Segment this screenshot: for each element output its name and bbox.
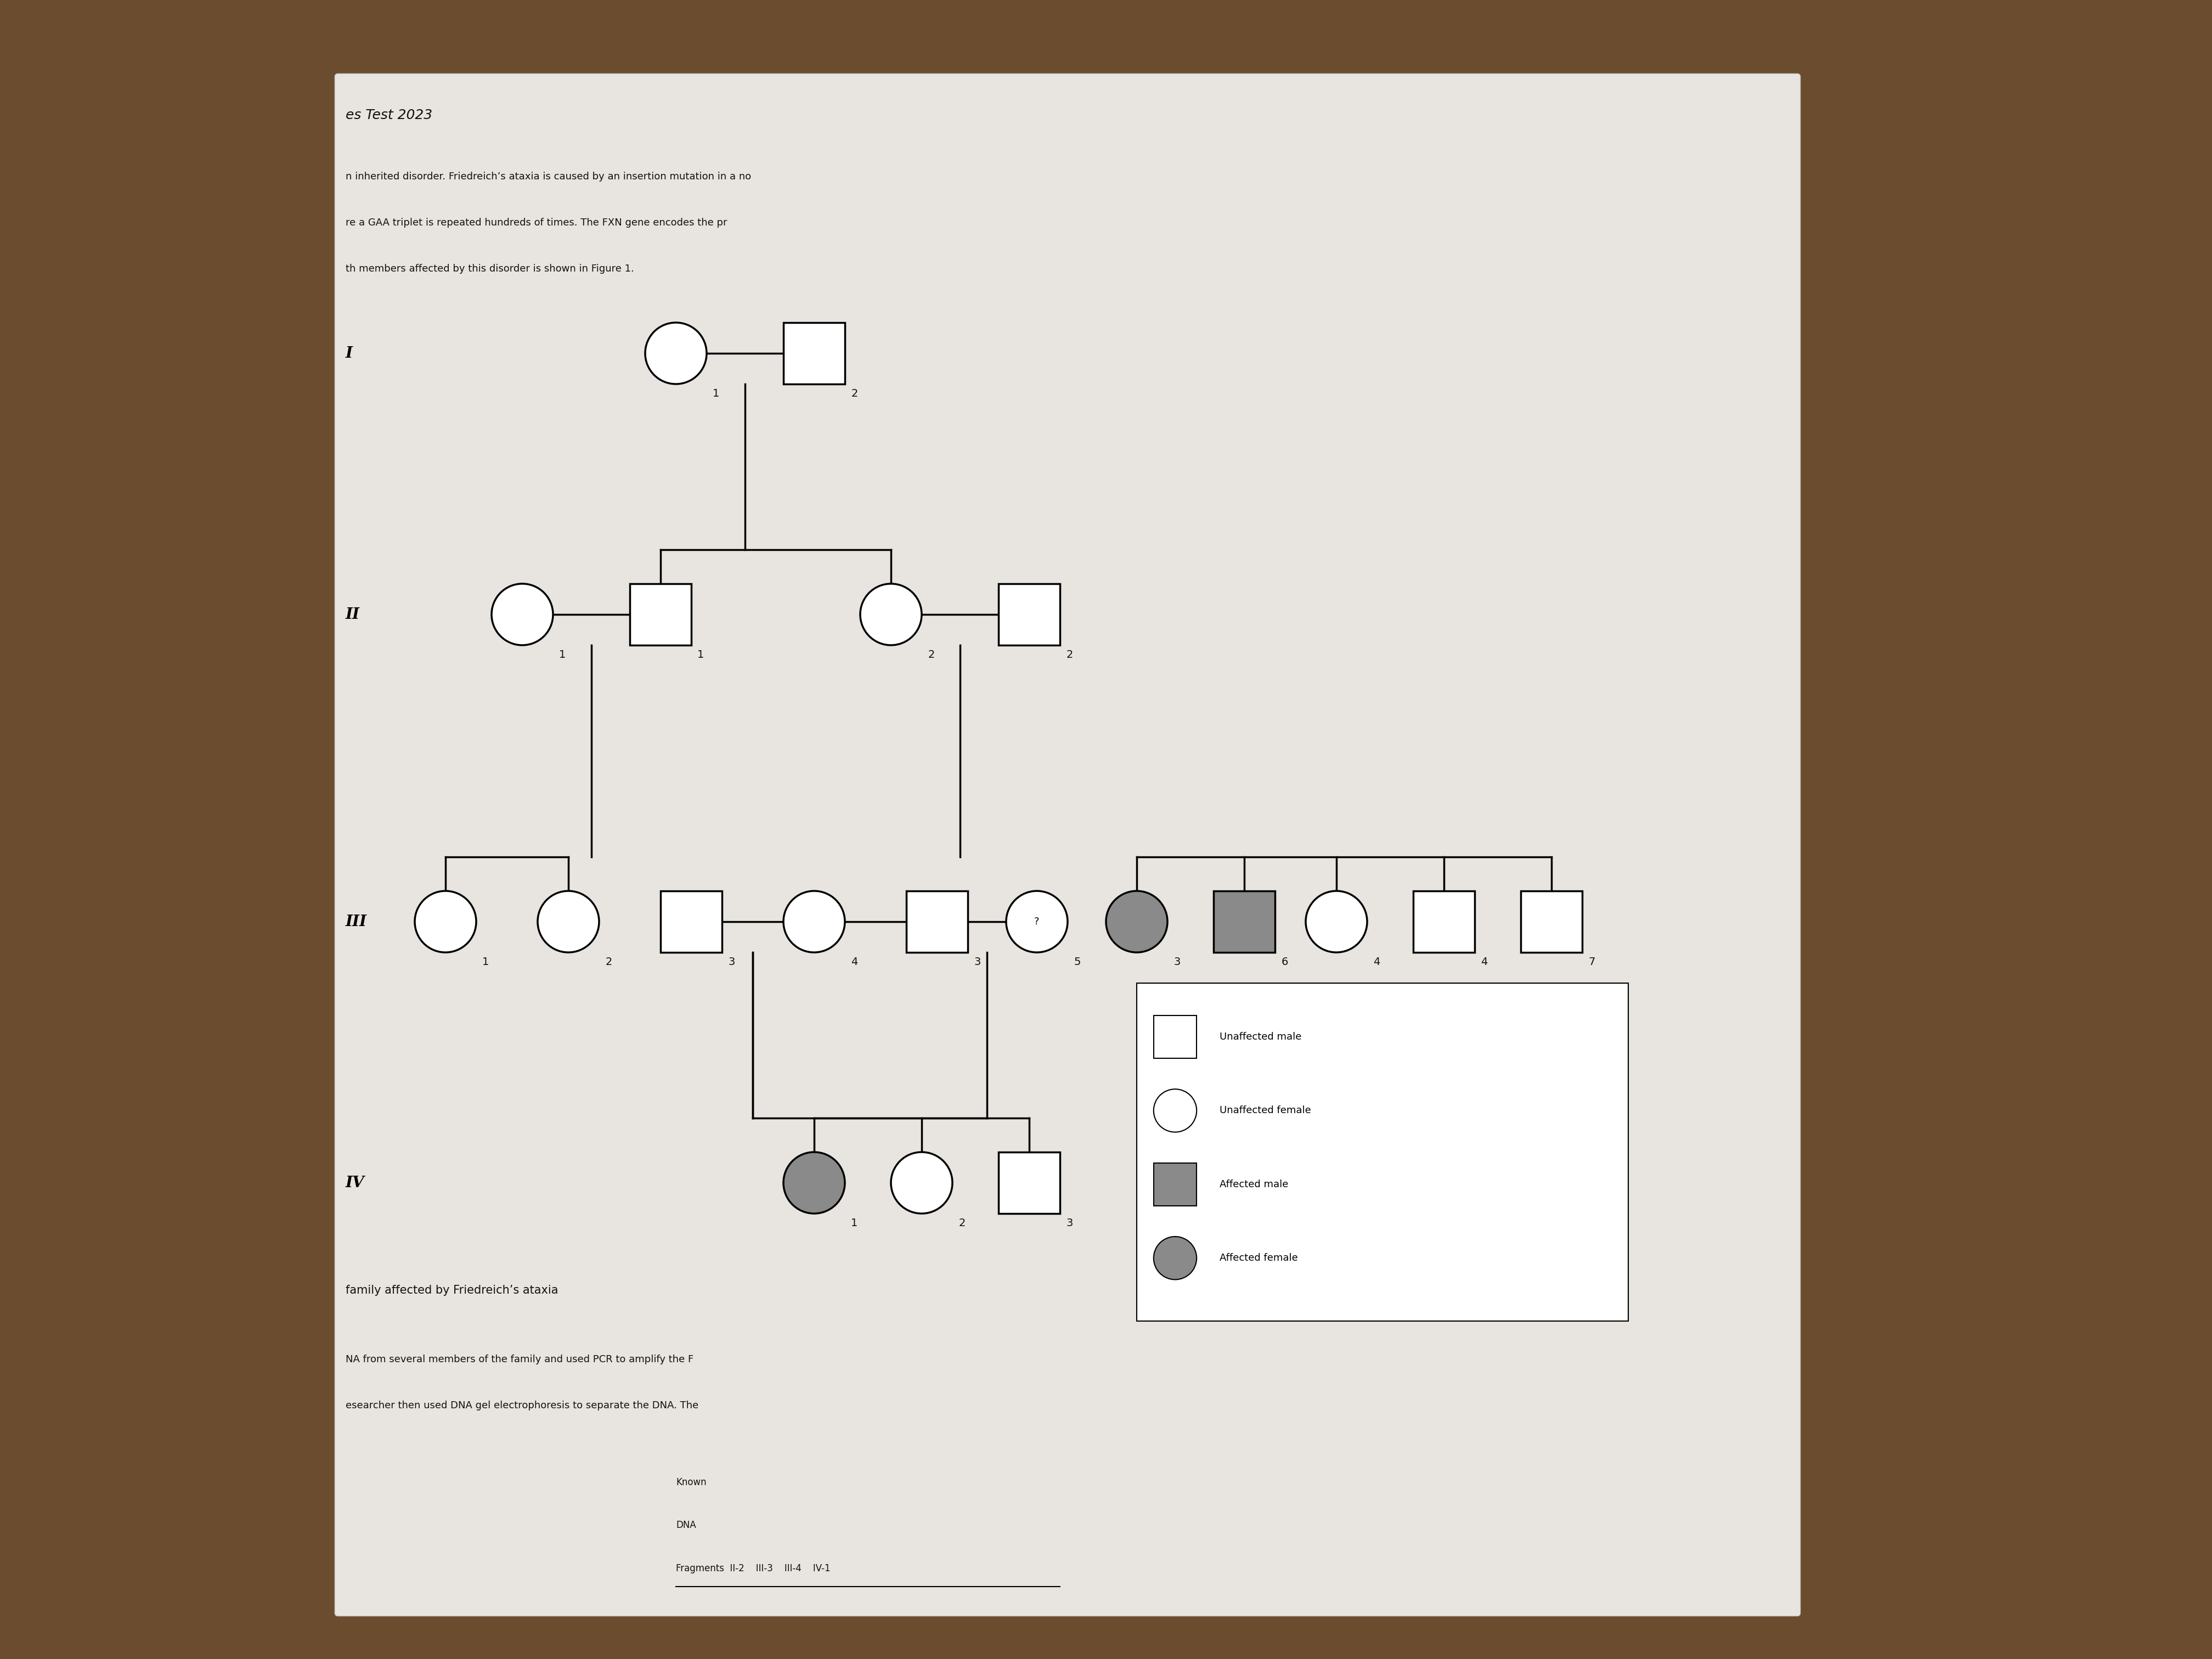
Bar (1522, 891, 1582, 952)
Circle shape (783, 1151, 845, 1213)
Circle shape (538, 891, 599, 952)
Text: 4: 4 (1374, 957, 1380, 967)
Bar (1413, 891, 1475, 952)
Text: Fragments  II-2    III-3    III-4    IV-1: Fragments II-2 III-3 III-4 IV-1 (677, 1563, 830, 1573)
Circle shape (1006, 891, 1068, 952)
Bar (1155, 1015, 1197, 1058)
Text: 4: 4 (1480, 957, 1489, 967)
Text: 2: 2 (606, 957, 613, 967)
Bar (1155, 1163, 1197, 1206)
Text: 6: 6 (1281, 957, 1287, 967)
Circle shape (891, 1151, 953, 1213)
Text: 7: 7 (1588, 957, 1595, 967)
Text: III: III (345, 914, 367, 929)
Text: esearcher then used DNA gel electrophoresis to separate the DNA. The: esearcher then used DNA gel electrophore… (345, 1400, 699, 1410)
Circle shape (1305, 891, 1367, 952)
Text: re a GAA triplet is repeated hundreds of times. The FXN gene encodes the pr: re a GAA triplet is repeated hundreds of… (345, 217, 728, 227)
Circle shape (416, 891, 476, 952)
Text: 2: 2 (927, 650, 936, 660)
Circle shape (646, 322, 706, 383)
FancyBboxPatch shape (334, 73, 1801, 1616)
Text: 5: 5 (1073, 957, 1082, 967)
Text: Unaffected male: Unaffected male (1219, 1032, 1301, 1042)
Text: 4: 4 (852, 957, 858, 967)
Text: 1: 1 (852, 1218, 858, 1229)
Text: 3: 3 (728, 957, 734, 967)
Text: 1: 1 (560, 650, 566, 660)
Circle shape (1155, 1236, 1197, 1279)
Text: 2: 2 (958, 1218, 964, 1229)
Bar (661, 891, 721, 952)
Bar (907, 891, 969, 952)
Bar (1137, 984, 1628, 1321)
Bar (783, 322, 845, 383)
Text: Affected male: Affected male (1219, 1180, 1287, 1190)
Text: Unaffected female: Unaffected female (1219, 1105, 1312, 1115)
Text: es Test 2023: es Test 2023 (345, 108, 431, 121)
Text: 1: 1 (712, 388, 719, 400)
Bar (998, 1151, 1060, 1213)
Bar (998, 584, 1060, 645)
Bar (630, 584, 690, 645)
Text: 3: 3 (1066, 1218, 1073, 1229)
Bar (1214, 891, 1274, 952)
Text: th members affected by this disorder is shown in Figure 1.: th members affected by this disorder is … (345, 264, 635, 274)
Text: 2: 2 (852, 388, 858, 400)
Text: family affected by Friedreich’s ataxia: family affected by Friedreich’s ataxia (345, 1284, 557, 1296)
Text: II: II (345, 607, 361, 622)
Text: Known: Known (677, 1478, 706, 1486)
Circle shape (1155, 1088, 1197, 1131)
Text: n inherited disorder. Friedreich’s ataxia is caused by an insertion mutation in : n inherited disorder. Friedreich’s ataxi… (345, 173, 752, 181)
Text: 3: 3 (973, 957, 980, 967)
Text: NA from several members of the family and used PCR to amplify the F: NA from several members of the family an… (345, 1354, 695, 1364)
Circle shape (783, 891, 845, 952)
Circle shape (491, 584, 553, 645)
Text: 3: 3 (1175, 957, 1181, 967)
Text: ?: ? (1035, 917, 1040, 927)
Text: 1: 1 (697, 650, 703, 660)
Circle shape (860, 584, 922, 645)
Text: Affected female: Affected female (1219, 1253, 1298, 1262)
Text: I: I (345, 345, 352, 360)
Circle shape (1106, 891, 1168, 952)
Text: 2: 2 (1066, 650, 1073, 660)
Text: IV: IV (345, 1175, 365, 1190)
Text: 1: 1 (482, 957, 489, 967)
Text: DNA: DNA (677, 1520, 697, 1530)
